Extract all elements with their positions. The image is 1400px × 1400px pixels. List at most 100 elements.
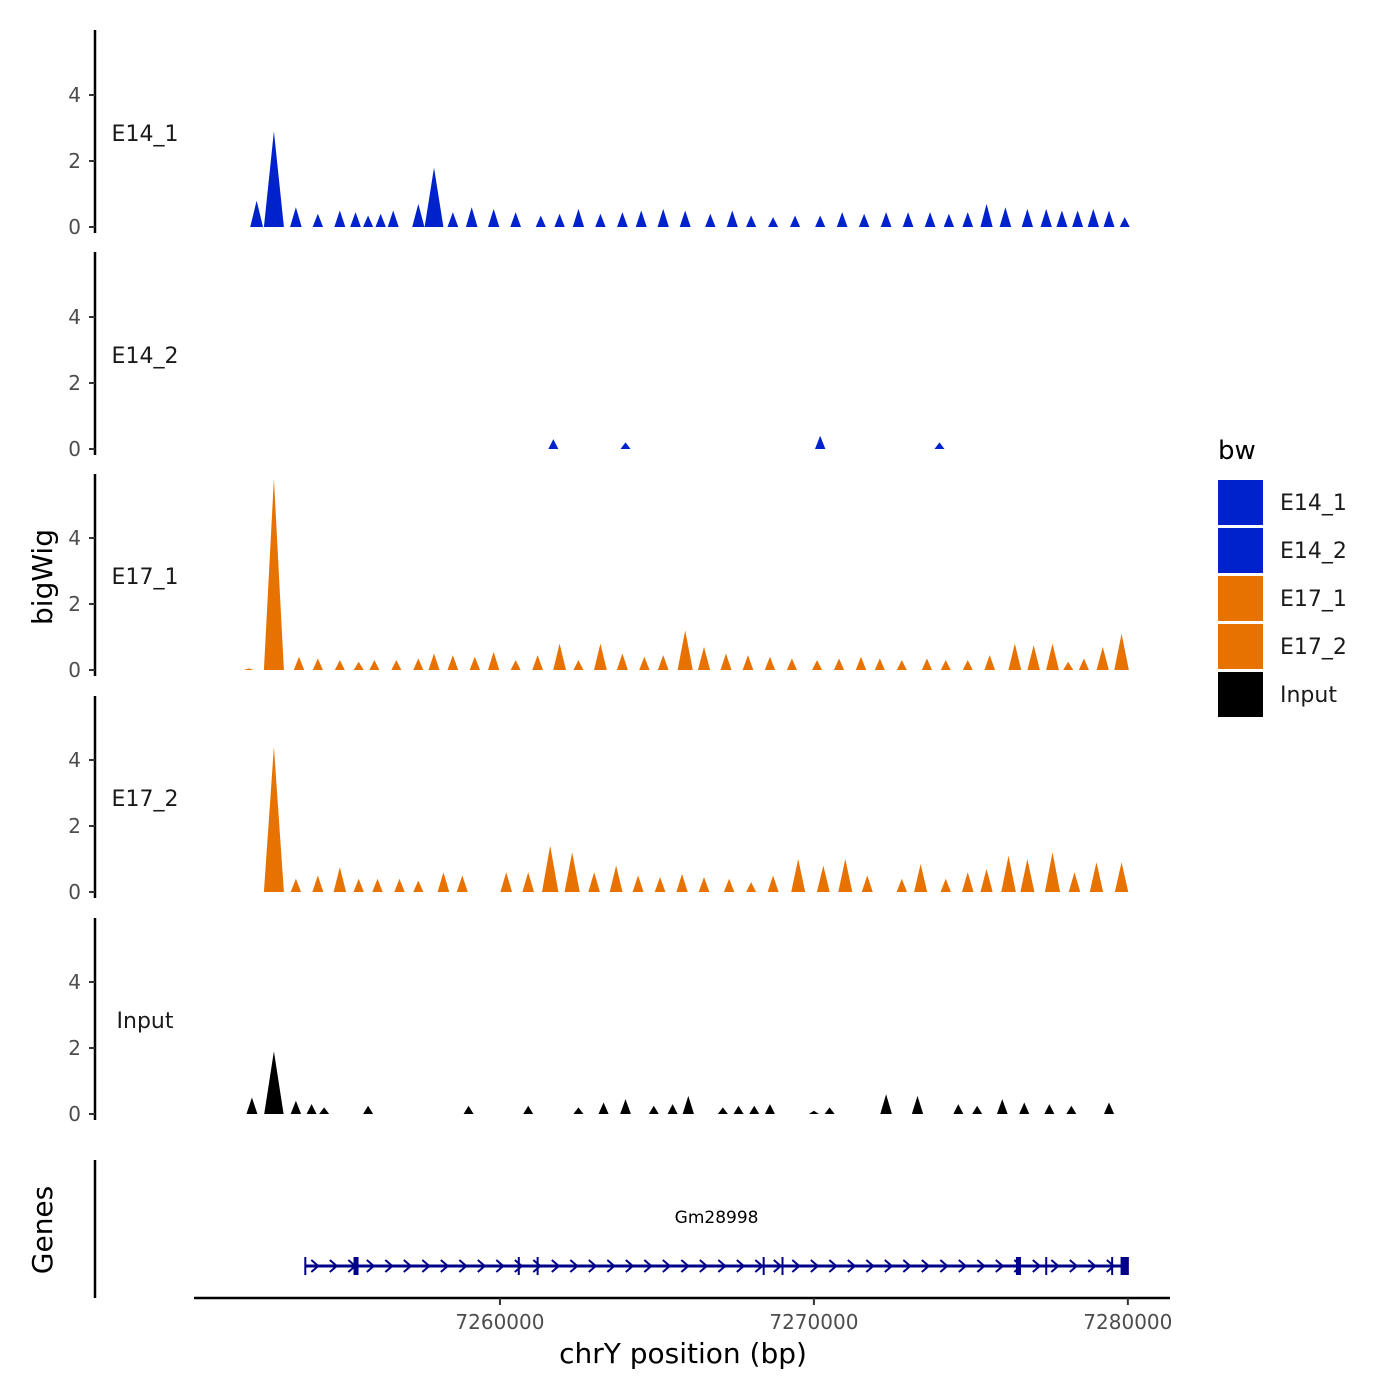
track-label: Input — [117, 1009, 174, 1034]
coverage-peak — [263, 478, 284, 670]
coverage-peak — [350, 212, 361, 227]
track-e17-1: 0 2 4 E17_1 — [68, 474, 1129, 682]
coverage-peak — [980, 868, 993, 892]
coverage-peak — [746, 215, 757, 227]
coverage-peak — [573, 1107, 584, 1114]
strand-arrow — [754, 1259, 764, 1273]
exon-block — [1121, 1257, 1129, 1275]
strand-arrow — [939, 1259, 949, 1273]
y-axis-title: bigWig — [26, 529, 59, 625]
y-tick-label: 0 — [68, 215, 81, 239]
coverage-peak — [972, 1105, 983, 1114]
coverage-peak — [940, 878, 951, 892]
coverage-peak — [1063, 661, 1074, 670]
track-input: 0 2 4 Input — [68, 918, 1115, 1126]
coverage-peak — [1089, 862, 1104, 892]
coverage-peak — [1096, 646, 1109, 670]
coverage-peak — [264, 1051, 284, 1114]
coverage-peak — [814, 435, 826, 449]
coverage-peak — [595, 213, 606, 227]
strand-arrow — [810, 1259, 820, 1273]
coverage-peak — [1103, 1102, 1115, 1114]
coverage-peak — [369, 660, 380, 670]
coverage-peak — [447, 655, 459, 670]
x-tick-label: 7270000 — [769, 1310, 858, 1334]
genes-axis-title: Genes — [26, 1186, 59, 1274]
coverage-peak — [620, 442, 631, 449]
legend-swatch — [1218, 480, 1263, 525]
coverage-peak — [677, 630, 693, 670]
coverage-peak — [312, 875, 324, 892]
coverage-peak — [246, 1097, 258, 1114]
coverage-peak — [548, 439, 559, 449]
coverage-peak — [391, 660, 402, 670]
coverage-peak — [609, 865, 623, 892]
coverage-peak — [572, 208, 585, 227]
coverage-peak — [263, 746, 284, 892]
strand-arrow — [902, 1259, 912, 1273]
coverage-peak — [312, 213, 324, 227]
coverage-peak — [726, 210, 738, 227]
coverage-peak — [319, 1107, 330, 1114]
coverage-peak — [617, 212, 628, 227]
coverage-peak — [896, 878, 908, 892]
coverage-peak — [632, 875, 644, 892]
coverage-peak — [616, 653, 628, 670]
legend-title: bw — [1218, 436, 1256, 466]
coverage-peak — [1044, 852, 1061, 892]
strand-arrow — [551, 1259, 561, 1273]
coverage-peak — [648, 1105, 659, 1114]
coverage-peak — [594, 643, 607, 670]
strand-arrow — [532, 1259, 542, 1273]
coverage-peak — [768, 217, 779, 227]
strand-arrow — [403, 1259, 413, 1273]
coverage-peak — [428, 653, 440, 670]
coverage-peak — [815, 215, 826, 227]
coverage-peak — [554, 213, 565, 227]
coverage-peak — [733, 1105, 744, 1114]
coverage-peak — [861, 875, 873, 892]
strand-arrow — [588, 1259, 598, 1273]
coverage-peak — [940, 660, 951, 670]
coverage-peak — [667, 1104, 678, 1114]
coverage-peak — [934, 442, 945, 449]
coverage-peak — [334, 660, 345, 670]
coverage-peak — [679, 210, 691, 227]
coverage-peak — [306, 1104, 317, 1114]
coverage-peak — [657, 208, 669, 227]
coverage-peak — [682, 1095, 694, 1114]
coverage-peak — [914, 863, 928, 892]
strand-arrow — [1087, 1259, 1097, 1273]
legend-label: E17_1 — [1280, 587, 1347, 612]
coverage-peak — [290, 1100, 302, 1114]
coverage-peak — [1040, 208, 1052, 227]
coverage-peak — [333, 867, 347, 892]
coverage-peak — [1008, 643, 1022, 670]
y-tick-label: 2 — [68, 814, 81, 838]
strand-arrow — [699, 1259, 709, 1273]
y-tick-label: 4 — [68, 970, 81, 994]
coverage-peak — [372, 878, 383, 892]
legend-entry-e14-1: E14_1 — [1218, 480, 1347, 525]
track-label: E14_2 — [112, 344, 179, 369]
coverage-peak — [635, 210, 647, 227]
coverage-peak — [488, 208, 500, 227]
coverage-peak — [1114, 633, 1129, 670]
legend-entry-input: Input — [1218, 672, 1337, 717]
strand-arrow — [458, 1259, 468, 1273]
legend-label: E17_2 — [1280, 635, 1347, 660]
coverage-peak — [697, 646, 711, 670]
coverage-peak — [290, 878, 302, 892]
coverage-peak — [717, 1107, 728, 1114]
coverage-peak — [1114, 862, 1129, 892]
coverage-peak — [573, 660, 584, 670]
strand-arrow — [921, 1259, 931, 1273]
coverage-peak — [808, 1110, 819, 1114]
coverage-peak — [413, 658, 424, 670]
track-label: E17_2 — [112, 787, 179, 812]
coverage-peak — [1103, 210, 1115, 227]
coverage-peak — [469, 656, 481, 670]
legend-swatch — [1218, 528, 1263, 573]
coverage-peak — [413, 880, 424, 892]
